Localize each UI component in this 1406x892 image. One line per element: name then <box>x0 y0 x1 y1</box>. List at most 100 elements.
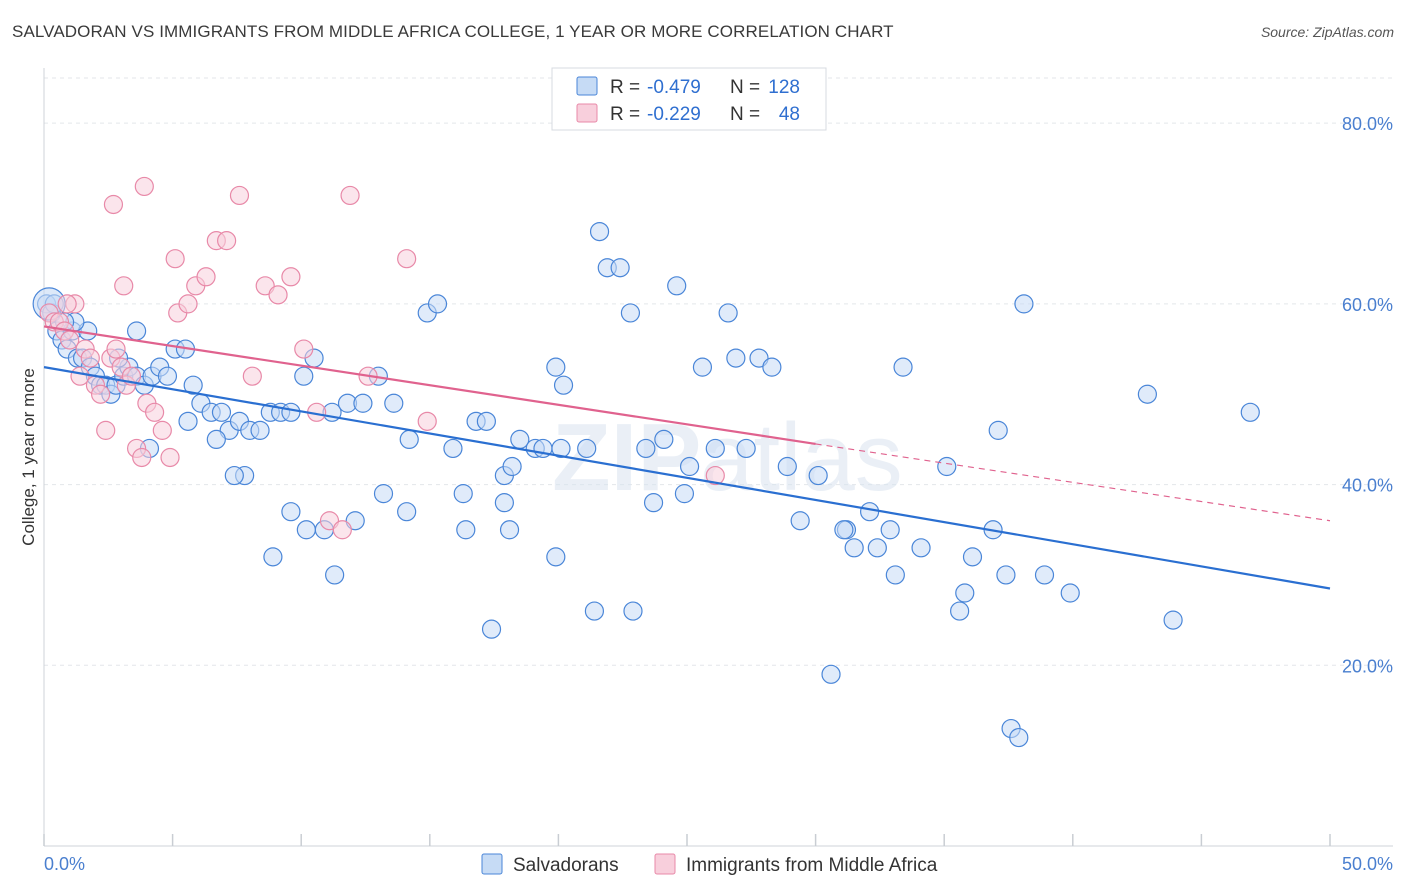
salvadoran-point <box>224 465 244 486</box>
salvadoran-point <box>476 411 496 431</box>
y-tick-label: 20.0% <box>1342 656 1393 676</box>
legend-r-label-1: R = <box>610 77 640 98</box>
salvadoran-point <box>281 402 301 422</box>
salvadoran-point <box>643 493 664 513</box>
salvadoran-point <box>620 303 641 323</box>
middle-africa-point <box>134 176 154 197</box>
salvadoran-point <box>546 547 566 567</box>
y-axis-label: College, 1 year or more <box>19 368 38 546</box>
salvadoran-point <box>1009 727 1029 748</box>
salvadoran-point <box>206 429 226 450</box>
middle-africa-point <box>705 465 725 486</box>
legend-n-value-2: 48 <box>779 104 800 125</box>
source-label: Source: ZipAtlas.com <box>1260 24 1394 40</box>
salvadorans-trend-line <box>43 366 1331 590</box>
salvadoran-point <box>157 366 178 386</box>
salvadoran-point <box>777 456 797 477</box>
middle-africa-point <box>160 447 180 468</box>
middle-africa-point <box>417 411 437 431</box>
middle-africa-point <box>165 249 185 269</box>
salvadoran-point <box>808 465 828 486</box>
x-tick-label-min: 0.0% <box>44 854 85 874</box>
middle-africa-point <box>268 285 288 305</box>
middle-africa-point <box>196 267 216 287</box>
middle-africa-point <box>57 294 77 314</box>
middle-africa-point <box>106 339 126 359</box>
legend-n-label-2: N = <box>730 104 760 125</box>
salvadoran-point <box>1060 583 1080 603</box>
salvadoran-point <box>250 420 270 440</box>
salvadoran-point <box>610 258 630 278</box>
salvadoran-point <box>667 276 687 296</box>
legend-r-value-1: -0.479 <box>647 77 701 98</box>
middle-africa-point <box>229 185 250 206</box>
salvadoran-point <box>494 493 514 513</box>
salvadoran-point <box>499 520 520 540</box>
bottom-legend-swatch-blue <box>481 853 503 875</box>
middle-africa-point <box>332 520 352 540</box>
salvadoran-point <box>584 601 605 621</box>
salvadoran-point <box>674 484 695 504</box>
salvadoran-point <box>718 303 738 323</box>
salvadoran-point <box>654 429 674 450</box>
salvadoran-point <box>126 321 147 341</box>
salvadoran-point <box>950 601 970 621</box>
legend-n-label-1: N = <box>730 77 760 98</box>
legend-r-value-2: -0.229 <box>647 104 701 125</box>
salvadoran-point <box>546 357 566 377</box>
y-tick-label: 40.0% <box>1342 476 1393 496</box>
salvadoran-point <box>481 619 502 639</box>
middle-africa-point <box>96 420 116 440</box>
salvadoran-point <box>373 484 394 504</box>
legend-box <box>551 67 827 131</box>
legend-r-label-2: R = <box>610 104 640 125</box>
salvadoran-point <box>577 438 597 459</box>
bottom-legend-label-salvadorans: Salvadorans <box>513 855 619 876</box>
salvadoran-point <box>211 402 232 422</box>
middle-africa-point <box>217 231 237 251</box>
salvadoran-point <box>880 520 900 540</box>
salvadoran-point <box>790 511 810 531</box>
middle-africa-point <box>340 185 360 206</box>
salvadoran-point <box>726 348 746 368</box>
middle-africa-point <box>80 348 100 368</box>
salvadoran-point <box>762 357 782 377</box>
salvadoran-point <box>453 484 473 504</box>
salvadoran-point <box>834 520 854 540</box>
salvadoran-point <box>844 538 864 558</box>
salvadoran-point <box>443 438 463 459</box>
salvadoran-point <box>353 393 373 413</box>
salvadoran-point <box>692 357 713 377</box>
salvadoran-point <box>589 222 610 242</box>
salvadoran-point <box>893 357 913 377</box>
salvadoran-point <box>1034 565 1055 585</box>
middle-africa-point <box>178 294 198 314</box>
salvadoran-point <box>1137 384 1157 404</box>
middle-africa-point <box>103 194 124 215</box>
salvadoran-point <box>263 547 283 567</box>
salvadoran-point <box>867 538 887 558</box>
salvadoran-point <box>1163 610 1183 630</box>
salvadoran-point <box>397 502 417 522</box>
x-tick-marks <box>43 834 1331 846</box>
salvadoran-point <box>183 375 203 395</box>
axes <box>43 68 1393 847</box>
middle-africa-point <box>242 366 262 386</box>
salvadoran-point <box>860 502 880 522</box>
y-tick-labels: 20.0% 40.0% 60.0% 80.0% <box>1342 114 1393 676</box>
watermark-atlas: atlas <box>700 404 903 511</box>
salvadoran-point <box>623 601 643 621</box>
bottom-legend-swatch-pink <box>654 853 676 875</box>
chart-title: SALVADORAN VS IMMIGRANTS FROM MIDDLE AFR… <box>12 22 894 41</box>
legend-swatch-blue <box>576 76 598 96</box>
salvadoran-point <box>294 366 314 386</box>
middle-africa-point <box>90 384 111 404</box>
legend-n-value-1: 128 <box>768 77 800 98</box>
salvadoran-point <box>281 502 301 522</box>
salvadoran-point <box>456 520 476 540</box>
salvadoran-point <box>178 411 198 431</box>
salvadoran-point <box>1014 294 1034 314</box>
middle-africa-point <box>397 249 417 269</box>
middle-africa-point <box>152 420 172 440</box>
legend: R = -0.479 N = 128 R = -0.229 N = 48 <box>551 67 827 131</box>
